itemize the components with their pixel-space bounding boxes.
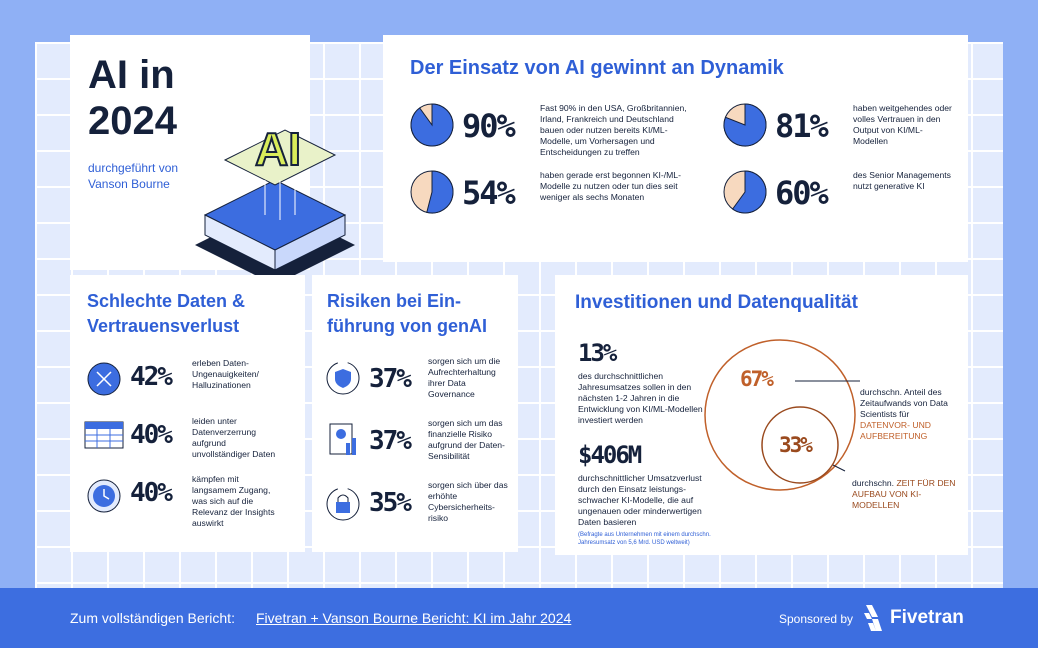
stat-text: erleben Daten-Ungenauigkeiten/ Halluzina… (192, 358, 259, 390)
ai-mark: AI (255, 123, 301, 175)
stat-text: des durchschnittlichen Jahresumsatzes so… (578, 371, 703, 425)
circles (704, 339, 860, 491)
stat-text: haben weitgehendes oder volles Vertrauen… (853, 103, 952, 146)
footer: Zum vollständigen Bericht: Fivetran + Va… (0, 588, 1038, 648)
stat-value: 40% (130, 420, 173, 450)
stat-text: durchschnittlicher Umsatzverlust durch d… (578, 473, 702, 527)
brand: Fivetran (890, 607, 964, 628)
footnote: (Befragte aus Unternehmen mit einem durc… (578, 532, 711, 546)
stat-value: 13% (578, 339, 617, 367)
icon (329, 423, 356, 455)
icon (84, 421, 124, 449)
investments-panel: Investitionen und Datenqualität 13% des … (555, 275, 968, 555)
illustration: AI (195, 122, 355, 285)
subtitle: durchgeführt von (88, 161, 179, 175)
bad-data-panel: Schlechte Daten & Vertrauensverlust (70, 275, 305, 552)
stat-value: 81% (775, 107, 829, 145)
title: 2024 (88, 99, 177, 143)
stat-value: 35% (369, 488, 412, 518)
stat-value: 37% (369, 426, 412, 456)
annotation: durchschn. ZEIT FÜR DEN AUFBAU VON KI-MO… (852, 478, 957, 511)
section-title: Schlechte Daten & (87, 291, 246, 311)
pie-slice (410, 103, 454, 147)
stat-text: des Senior Managements nutzt generative … (853, 170, 951, 191)
section-title: Vertrauensverlust (87, 316, 240, 336)
stat-text: sorgen sich über das erhöhte Cybersicher… (428, 480, 508, 523)
annotation-highlight: ZEIT FÜR DEN AUFBAU VON KI-MODELLEN (852, 478, 956, 510)
stat-text: sorgen sich um die Aufrechterhaltung ihr… (428, 356, 501, 399)
stat-text: leiden unter Datenverzerrung aufgrund un… (192, 416, 276, 459)
stat-text: sorgen sich um das finanzielle Risiko au… (428, 418, 505, 461)
stat-value: 90% (462, 107, 516, 145)
intro-panel: AI in 2024 durchgeführt von Vanson Bourn… (70, 35, 355, 285)
annotation-highlight: DATENVOR- UND AUFBEREITUNG (860, 420, 931, 441)
stat-value: $406M (578, 441, 642, 469)
pie (410, 170, 454, 214)
stat-text: Fast 90% in den USA, Großbritannien, Irl… (540, 103, 687, 157)
logo-icon (864, 605, 882, 631)
pie-slice (731, 170, 767, 214)
stat-value: 54% (462, 174, 516, 212)
sponsored-label: Sponsored by (779, 612, 854, 626)
pie-slice (426, 170, 454, 214)
stat-text: haben gerade erst begonnen KI-/ML-Modell… (540, 170, 681, 202)
pie (723, 103, 767, 147)
section-title: Der Einsatz von AI gewinnt an Dynamik (410, 57, 784, 79)
stat-value: 60% (775, 174, 829, 212)
annotation: durchschn. Anteil des Zeitaufwands von D… (860, 387, 960, 442)
pie-slice (723, 103, 767, 147)
stat-value: 37% (369, 364, 412, 394)
title: AI in (88, 53, 175, 97)
annotation-text: durchschn. Anteil des Zeitaufwands von D… (860, 387, 948, 419)
subtitle: Vanson Bourne (88, 177, 170, 191)
icon (87, 479, 121, 513)
pie (410, 103, 454, 147)
stat-value: 42% (130, 362, 173, 392)
dynamics-panel: Der Einsatz von AI gewinnt an Dynamik (383, 35, 968, 262)
stat-value: 40% (130, 478, 173, 508)
pie (723, 170, 767, 214)
footer-lead: Zum vollständigen Bericht: (70, 610, 235, 626)
section-title: Risiken bei Ein- (327, 291, 462, 311)
section-title: Investitionen und Datenqualität (575, 292, 858, 313)
icon (87, 362, 121, 396)
risks-panel: Risiken bei Ein- führung von genAI (312, 275, 518, 552)
inner-value: 33% (779, 433, 813, 457)
stat-text: kämpfen mit langsamem Zugang, was sich a… (192, 474, 275, 528)
report-link[interactable]: Fivetran + Vanson Bourne Bericht: KI im … (256, 610, 572, 626)
annotation-text: durchschn. (852, 478, 895, 488)
outer-value: 67% (740, 367, 774, 391)
icon (326, 487, 360, 521)
section-title: führung von genAI (327, 316, 487, 336)
icon (326, 361, 360, 395)
